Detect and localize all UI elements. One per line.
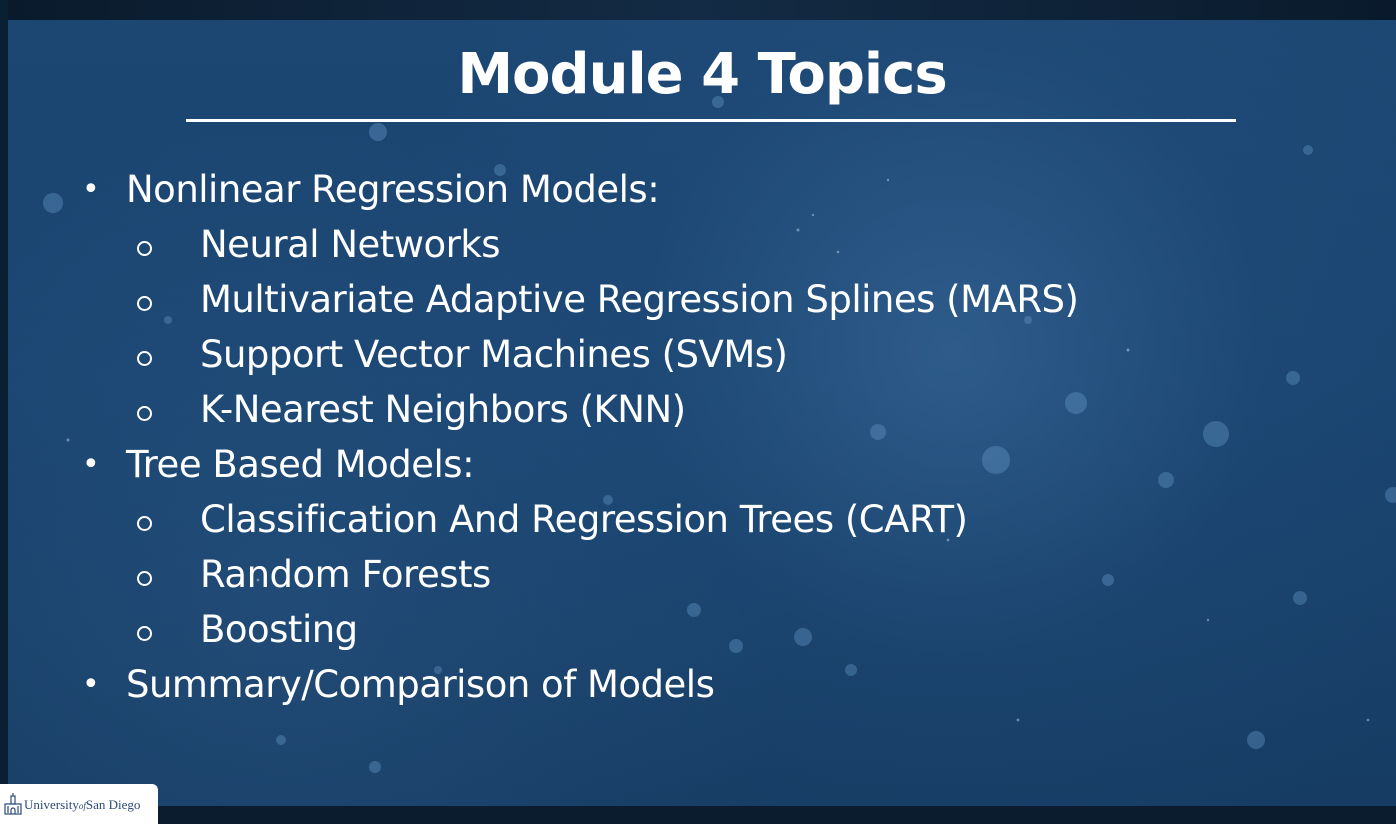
list-item: Tree Based Models: bbox=[126, 443, 475, 486]
circle-bullet-icon bbox=[137, 516, 152, 531]
bullet-icon: • bbox=[82, 667, 100, 702]
circle-bullet-icon bbox=[137, 241, 152, 256]
university-logo: UniversityofSan Diego bbox=[0, 784, 158, 824]
circle-bullet-icon bbox=[137, 406, 152, 421]
circle-bullet-icon bbox=[137, 571, 152, 586]
slide: Module 4 Topics • Nonlinear Regression M… bbox=[8, 20, 1396, 806]
list-item: Summary/Comparison of Models bbox=[126, 663, 715, 706]
starfield-background bbox=[43, 96, 1396, 773]
topic-list: • Nonlinear Regression Models: Neural Ne… bbox=[8, 20, 1396, 806]
circle-bullet-icon bbox=[137, 296, 152, 311]
list-item: Multivariate Adaptive Regression Splines… bbox=[200, 278, 1079, 321]
slide-title: Module 4 Topics bbox=[457, 42, 947, 107]
list-item: Classification And Regression Trees (CAR… bbox=[200, 498, 968, 541]
circle-bullet-icon bbox=[137, 351, 152, 366]
circle-bullet-icon bbox=[137, 626, 152, 641]
logo-wordmark: UniversityofSan Diego bbox=[24, 797, 141, 812]
list-item: Nonlinear Regression Models: bbox=[126, 168, 660, 211]
bullet-icon: • bbox=[82, 447, 100, 482]
university-building-icon bbox=[4, 793, 22, 815]
bullet-icon: • bbox=[82, 172, 100, 207]
list-item: Boosting bbox=[200, 608, 358, 651]
list-item: Neural Networks bbox=[200, 223, 501, 266]
list-item: Support Vector Machines (SVMs) bbox=[200, 333, 788, 376]
viewer-bottom-border bbox=[0, 806, 1396, 824]
list-item: K-Nearest Neighbors (KNN) bbox=[200, 388, 686, 431]
title-underline bbox=[186, 119, 1236, 122]
list-item: Random Forests bbox=[200, 553, 491, 596]
viewer-top-border bbox=[0, 0, 1396, 20]
viewer-left-border bbox=[0, 0, 8, 824]
